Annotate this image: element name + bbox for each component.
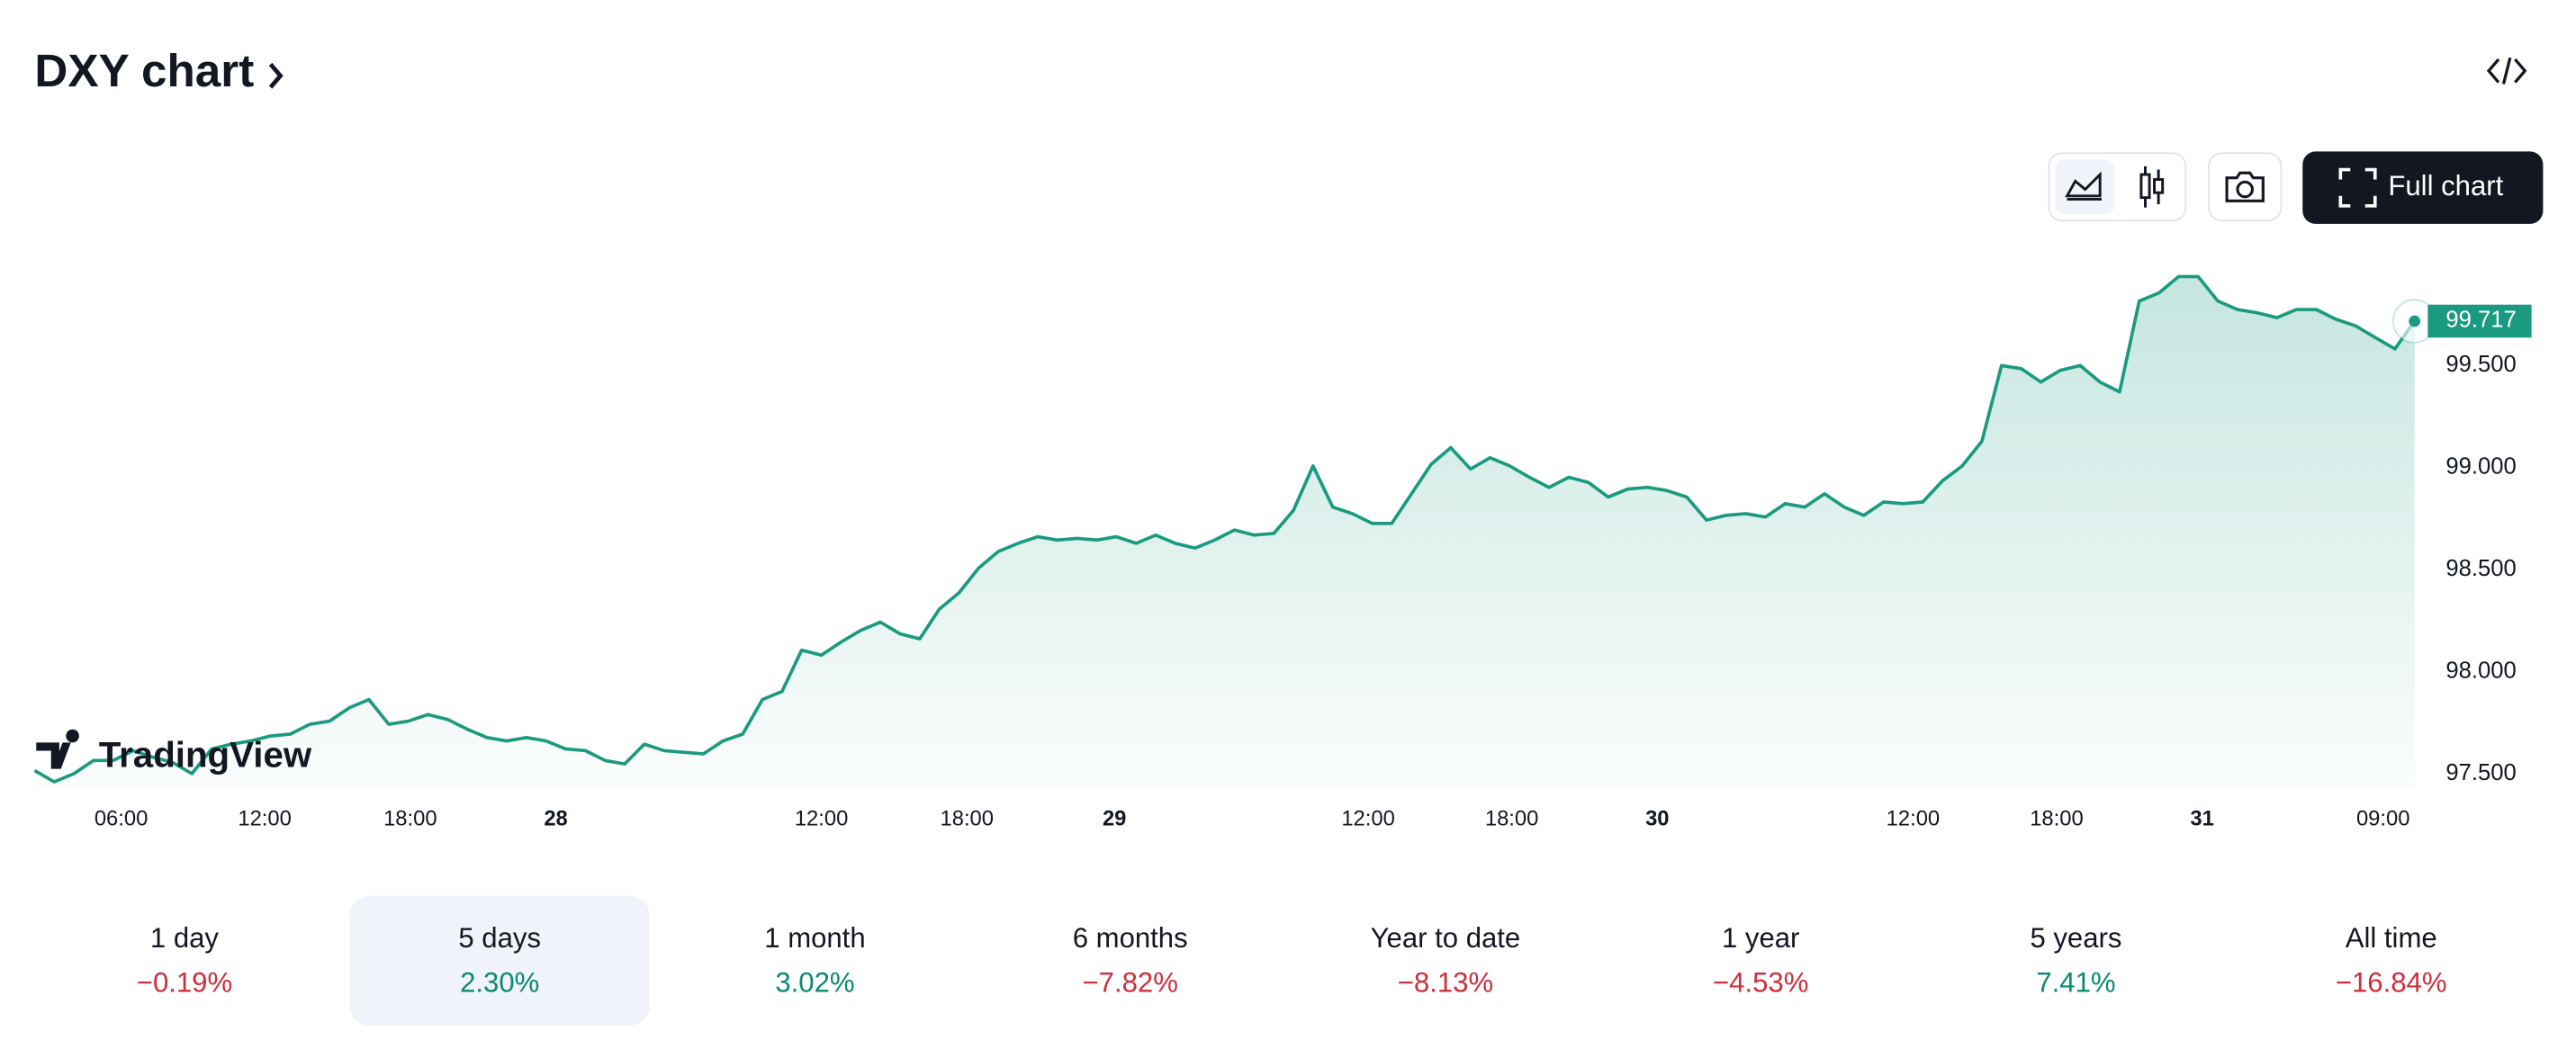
candle-style-button[interactable] xyxy=(2139,166,2165,208)
period-label[interactable]: 6 months xyxy=(1073,922,1188,954)
y-tick-label: 99.500 xyxy=(2445,352,2516,377)
y-tick-label: 97.500 xyxy=(2445,760,2516,785)
period-button[interactable] xyxy=(980,896,1280,1027)
full-chart-label[interactable]: Full chart xyxy=(2388,170,2503,202)
x-tick-label: 12:00 xyxy=(1887,807,1940,831)
x-tick-label: 28 xyxy=(544,807,567,831)
period-selected-bg xyxy=(349,895,650,1027)
period-button[interactable] xyxy=(1295,896,1595,1027)
period-button[interactable] xyxy=(1926,896,2226,1027)
period-button[interactable] xyxy=(665,896,965,1027)
plot: 97.500 98.000 98.500 99.000 99.500 06:00 12:00… xyxy=(33,274,2532,831)
x-tick-label: 18:00 xyxy=(2030,807,2083,831)
snapshot-button[interactable] xyxy=(2208,152,2283,222)
y-tick-label: 98.500 xyxy=(2445,556,2516,581)
period-change[interactable]: 3.02% xyxy=(775,967,854,999)
embed-button[interactable] xyxy=(2486,57,2527,85)
period-change[interactable]: 7.41% xyxy=(2036,967,2115,999)
last-value-tag xyxy=(2427,304,2532,338)
x-tick-label: 12:00 xyxy=(238,807,291,831)
camera-icon xyxy=(2225,171,2265,202)
period-button[interactable] xyxy=(350,896,650,1027)
x-tick-label: 06:00 xyxy=(95,807,148,831)
watermark: TradingView xyxy=(36,729,312,775)
area xyxy=(34,276,2415,787)
fullscreen-icon xyxy=(2338,167,2377,208)
y-tick-label: 99.000 xyxy=(2445,453,2516,479)
period-button[interactable] xyxy=(34,896,334,1027)
x-tick-label: 12:00 xyxy=(1341,807,1394,831)
x-tick-label: 29 xyxy=(1103,807,1126,831)
period-change[interactable]: −4.53% xyxy=(1713,967,1808,999)
period-label[interactable]: 1 day xyxy=(150,922,220,954)
period-label[interactable]: Year to date xyxy=(1371,922,1521,954)
period-change[interactable]: −8.13% xyxy=(1398,967,1493,999)
title[interactable]: DXY chart xyxy=(34,45,254,96)
watermark-text: TradingView xyxy=(99,734,312,775)
line-icon xyxy=(2065,171,2102,201)
period-change[interactable]: 2.30% xyxy=(460,967,539,999)
x-tick-label: 18:00 xyxy=(1485,807,1538,831)
period-label[interactable]: 1 year xyxy=(1722,922,1799,954)
line-style-button[interactable] xyxy=(2055,159,2115,214)
period-change[interactable]: −7.82% xyxy=(1083,967,1178,999)
period-label[interactable]: 1 month xyxy=(764,922,865,954)
period-button[interactable] xyxy=(2241,896,2541,1027)
period-label[interactable]: All time xyxy=(2346,922,2437,954)
x-tick-label: 09:00 xyxy=(2356,807,2409,831)
x-tick-label: 12:00 xyxy=(795,807,848,831)
periods: 1 day −0.19% 5 days 2.30% 1 month 3.02% 6 mont… xyxy=(34,895,2541,1027)
period-change[interactable]: −16.84% xyxy=(2336,967,2447,999)
title-chevron xyxy=(268,62,284,89)
period-label[interactable]: 5 years xyxy=(2030,922,2121,954)
x-tick-label: 18:00 xyxy=(383,807,437,831)
last-point xyxy=(2409,315,2421,327)
period-button[interactable] xyxy=(1611,896,1911,1027)
x-tick-label: 31 xyxy=(2190,807,2213,831)
x-tick-label: 30 xyxy=(1645,807,1669,831)
x-tick-label: 18:00 xyxy=(941,807,994,831)
line xyxy=(33,274,2417,784)
y-tick-label: 98.000 xyxy=(2445,658,2516,683)
period-change[interactable]: −0.19% xyxy=(137,967,232,999)
period-label[interactable]: 5 days xyxy=(458,922,541,954)
last-value-label: 99.717 xyxy=(2445,308,2516,333)
full-chart-button[interactable] xyxy=(2302,151,2544,224)
